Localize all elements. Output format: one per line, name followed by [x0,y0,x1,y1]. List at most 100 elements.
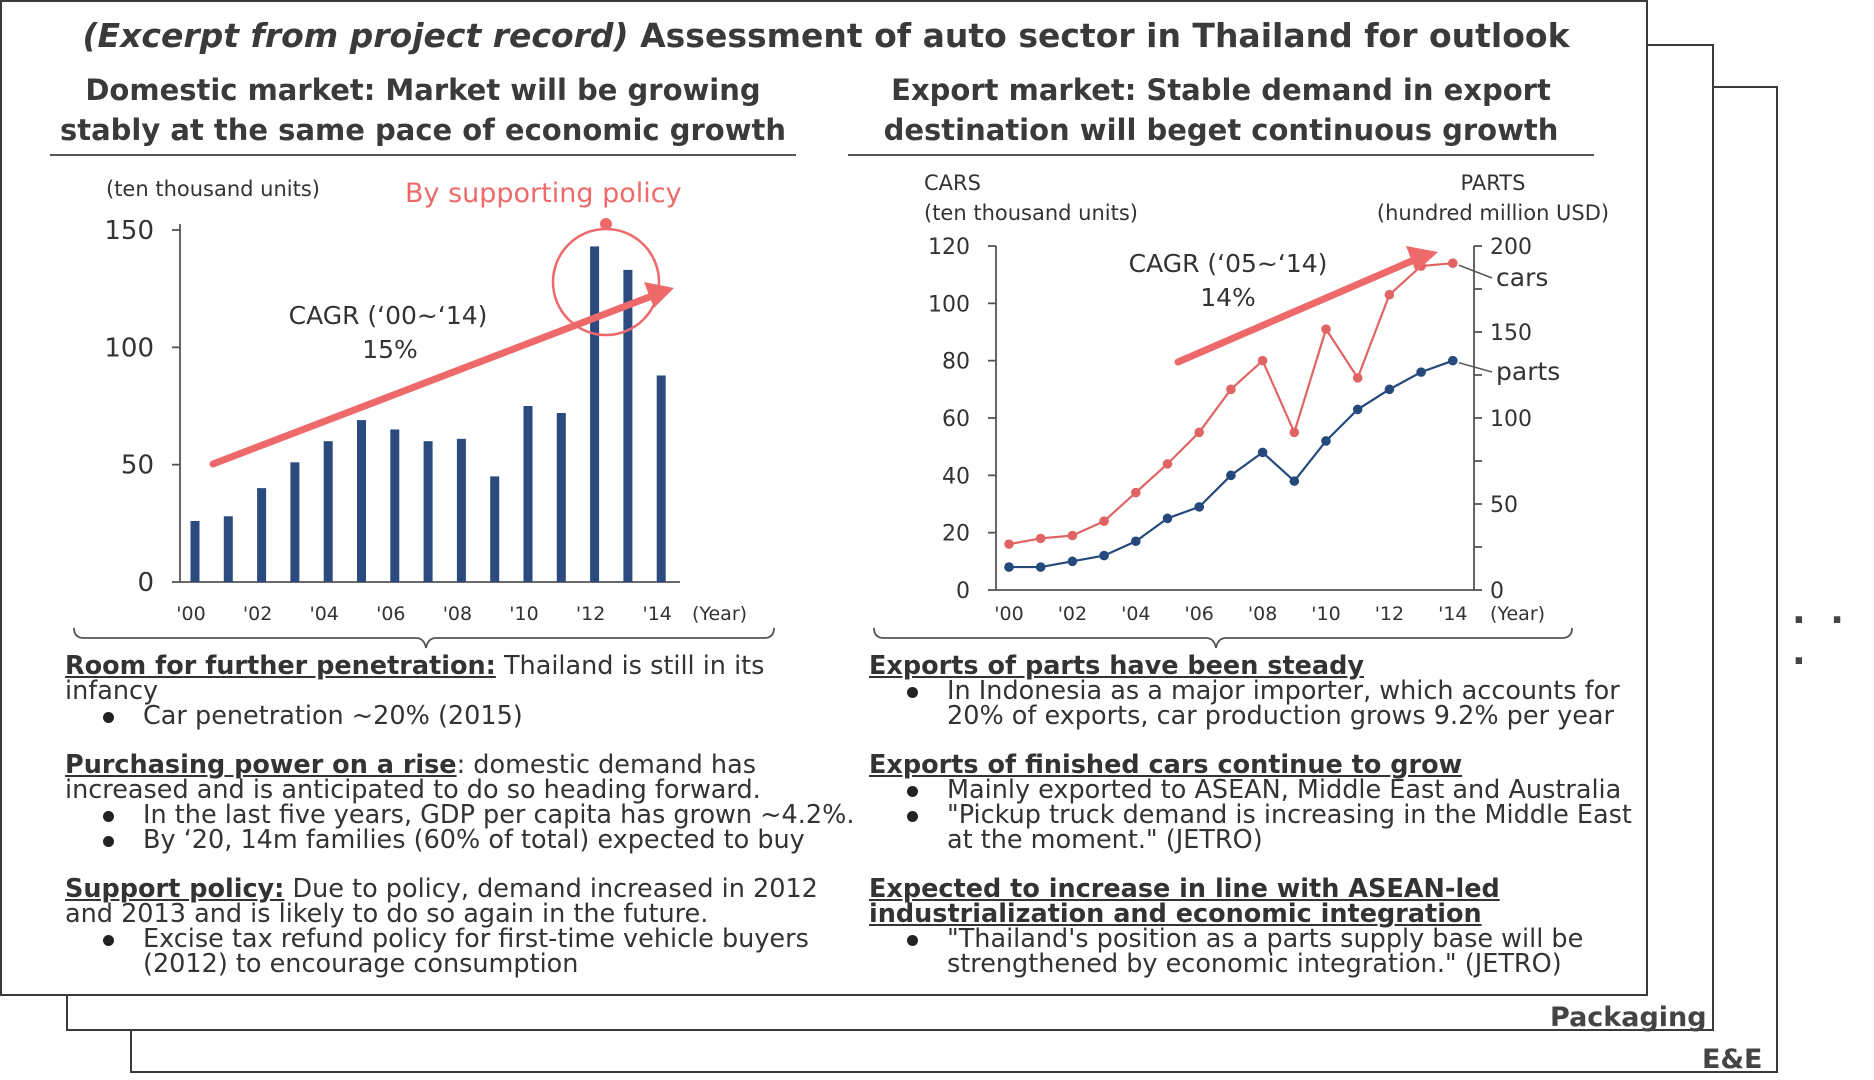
export-x-tick-label: '10 [1311,603,1340,625]
export-brace [873,627,1573,649]
export-series-leader-parts [1458,361,1493,373]
domestic-title-line2: stably at the same pace of economic grow… [59,113,786,147]
domestic-bar [656,375,666,582]
domestic-title: Domestic market: Market will be growing … [50,70,796,150]
export-x-tick-label: '14 [1438,603,1467,625]
domestic-note-text: Due to policy, demand increased in 2012 … [65,874,818,929]
export-note-paragraph: Exports of finished cars continue to gro… [869,752,1659,778]
export-y-tick-label-left: 80 [942,350,970,375]
export-line-chart: CARS (ten thousand units) PARTS (hundred mi… [873,171,1609,649]
domestic-note-paragraph: Room for further penetration: Thailand i… [65,651,855,706]
export-y-tick-label-left: 100 [928,292,970,317]
export-point-cars [1352,373,1363,383]
sheet-label-packaging: Packaging [1550,1002,1707,1033]
export-ylabel-left-unit: (ten thousand units) [924,201,1138,225]
domestic-bar [223,516,233,582]
export-cagr-label: CAGR (‘05~‘14) [1129,249,1328,278]
export-y-tick-label-right: 0 [1490,579,1504,604]
export-ylabel-right: PARTS [1461,171,1526,195]
domestic-x-tick-label: '02 [243,603,272,625]
export-x-tick-label: '00 [994,603,1023,625]
domestic-x-tick-label: '06 [376,603,405,625]
domestic-note-text: Thailand is still in its infancy [65,651,765,706]
export-cagr-arrow [1174,256,1418,366]
domestic-bar [290,462,300,582]
domestic-note-bullet: Car penetration ~20% (2015) [65,703,855,729]
export-x-tick-label: '06 [1184,603,1213,625]
domestic-note-bullet: Excise tax refund policy for first-time … [65,926,855,977]
domestic-x-tick-label: '14 [642,603,671,625]
export-point-parts [1035,562,1046,572]
export-y-tick-label-left: 0 [956,579,970,604]
export-point-parts [1384,384,1395,395]
domestic-bar [190,520,200,582]
export-point-parts [1131,536,1141,547]
more-ellipsis: · · · [1792,600,1850,682]
export-ylabel-left: CARS [924,171,981,195]
domestic-note-heading: Support policy: [65,874,285,904]
export-title-rule [848,154,1594,156]
export-note-bullet: Mainly exported to ASEAN, Middle East an… [869,777,1659,803]
export-point-parts [1067,556,1078,567]
export-title-line2: destination will beget continuous growth [883,113,1559,147]
domestic-y-tick-label: 0 [137,568,154,598]
export-point-parts [1226,470,1236,481]
export-y-tick-label-right: 100 [1490,407,1532,432]
domestic-note-text: : domestic demand has increased and is a… [65,750,761,805]
export-x-tick-label: '04 [1121,603,1150,625]
domestic-title-line1: Domestic market: Market will be growing [85,73,761,107]
domestic-bar [456,438,466,582]
domestic-note-heading: Room for further penetration: [65,651,496,681]
domestic-x-tick-label: '12 [576,603,605,625]
domestic-note-bullet: In the last five years, GDP per capita h… [65,802,855,828]
export-point-cars [1448,258,1458,269]
export-y-tick-label-left: 120 [928,235,970,260]
export-title-line1: Export market: Stable demand in export [891,73,1551,107]
domestic-x-tick-label: '08 [443,603,472,625]
page-title-italic: (Excerpt from project record) [82,16,629,55]
export-point-cars [1194,427,1204,438]
domestic-bar [556,413,566,582]
domestic-bar [623,269,633,582]
domestic-note-paragraph: Purchasing power on a rise: domestic dem… [65,750,855,805]
domestic-bar [590,246,600,582]
export-title: Export market: Stable demand in export d… [848,70,1594,150]
export-point-parts [1162,513,1173,524]
export-note: Exports of finished cars continue to gro… [869,752,1659,853]
export-point-cars [1004,539,1014,549]
export-y-tick-label-left: 60 [942,407,970,432]
export-y-tick-label-left: 20 [942,522,970,547]
export-series-label-parts: parts [1496,357,1560,386]
export-note-paragraph: Exports of parts have been steady [869,653,1659,679]
sheet-auto: (Excerpt from project record) Assessment… [0,0,1648,996]
domestic-bar [490,476,500,582]
export-series-leader-cars [1458,264,1493,279]
domestic-y-tick-label: 50 [121,451,154,481]
export-point-parts [1321,436,1331,446]
export-point-cars [1321,324,1331,334]
export-cagr-value: 14% [1200,283,1256,312]
export-note: Exports of parts have been steady In Indo… [869,653,1659,729]
export-point-cars [1035,533,1046,544]
domestic-brace [73,627,775,649]
page-title: (Excerpt from project record) Assessment… [2,16,1650,55]
domestic-bar [523,406,533,582]
export-point-parts [1194,502,1204,512]
export-x-tick-label: '12 [1375,603,1404,625]
domestic-note: Room for further penetration: Thailand i… [65,651,855,729]
export-y-tick-label-right: 200 [1490,235,1532,260]
export-point-cars [1226,384,1236,395]
export-ylabel-right-unit: (hundred million USD) [1377,201,1609,225]
export-note-bullet: "Thailand's position as a parts supply b… [869,926,1659,977]
domestic-bar [423,441,433,582]
domestic-notes: Room for further penetration: Thailand i… [65,651,855,1001]
export-point-parts [1004,562,1014,572]
domestic-cagr-arrowhead [644,282,674,308]
domestic-cagr-value: 15% [362,335,418,364]
export-point-cars [1162,459,1173,469]
export-y-tick-label-right: 150 [1490,321,1532,346]
export-point-parts [1289,476,1300,486]
domestic-x-tick-label: '00 [176,603,205,625]
domestic-bar [357,420,366,582]
export-notes: Exports of parts have been steady In Indo… [869,653,1659,1001]
